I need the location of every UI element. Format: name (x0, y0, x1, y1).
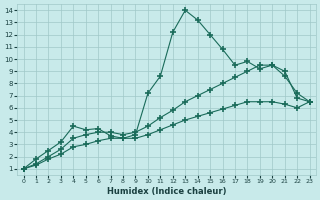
X-axis label: Humidex (Indice chaleur): Humidex (Indice chaleur) (107, 187, 226, 196)
